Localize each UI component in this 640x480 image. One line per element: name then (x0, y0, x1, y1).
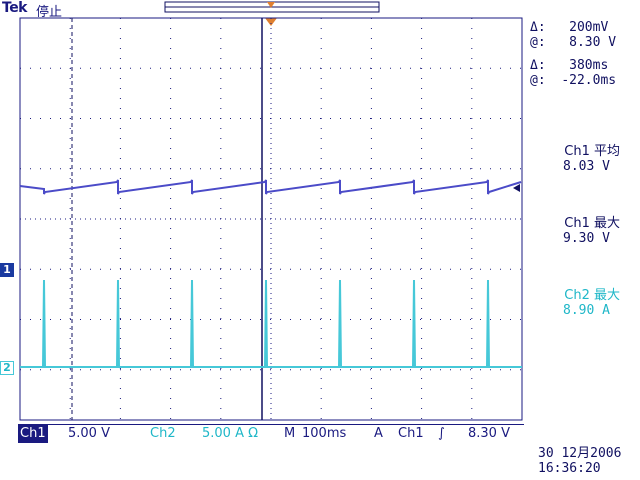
brand-logo: Tek (2, 0, 28, 16)
timebase-scale[interactable]: 100ms (302, 426, 347, 441)
delta-voltage-value: 200mV (569, 20, 609, 35)
measurement-label: Ch1 最大 (564, 216, 620, 231)
ch2-waveform (20, 279, 522, 368)
voltage-cursor-readout: Δ: 200mV @: 8.30 V (530, 20, 616, 50)
at-voltage-value: 8.30 V (569, 35, 617, 50)
measurement-ch1-max: Ch1 最大 9.30 V (522, 212, 638, 246)
measurement-value: 8.03 V (563, 159, 610, 174)
timebase-tag: M (284, 426, 296, 441)
ch1-tag[interactable]: Ch1 (18, 425, 48, 443)
measurement-ch1-mean: Ch1 平均 8.03 V (522, 140, 638, 174)
ch1-waveform (19, 179, 522, 195)
trigger-tag: A (374, 426, 383, 441)
trigger-level-arrow[interactable] (513, 184, 520, 192)
at-time-symbol: @: (530, 73, 546, 88)
timestamp: 30 12月2006 16:36:20 (538, 446, 621, 476)
settings-bar: Ch1 5.00 V Ch2 5.00 A Ω M 100ms A Ch1 ∫ … (18, 424, 524, 443)
ch2-scale[interactable]: 5.00 A Ω (202, 426, 259, 441)
date-text: 30 12月2006 (538, 446, 622, 461)
at-time-value: -22.0ms (561, 73, 617, 88)
measurement-ch2-max: Ch2 最大 8.90 A (522, 284, 638, 318)
ch1-marker-label: 1 (3, 263, 11, 276)
measurement-value: 8.90 A (563, 303, 610, 318)
top-status-bar: Tek 停止 (0, 0, 640, 20)
ch2-marker-label: 2 (3, 361, 11, 374)
record-length-indicator (164, 1, 380, 13)
ch2-tag[interactable]: Ch2 (150, 426, 176, 441)
delta-voltage-symbol: Δ: (530, 20, 546, 35)
ch1-ground-marker[interactable]: 1 (0, 263, 14, 277)
at-voltage-symbol: @: (530, 35, 546, 50)
measurement-value: 9.30 V (563, 231, 610, 246)
trigger-position-marker[interactable] (265, 18, 277, 26)
graticule-grid (20, 18, 522, 420)
measurement-label: Ch1 平均 (564, 144, 620, 159)
trigger-slope-icon[interactable]: ∫ (438, 426, 445, 441)
delta-time-value: 380ms (569, 58, 609, 73)
measurement-label: Ch2 最大 (564, 288, 620, 303)
time-text: 16:36:20 (538, 461, 601, 476)
acquisition-status: 停止 (36, 5, 63, 20)
ch1-scale[interactable]: 5.00 V (68, 426, 110, 441)
ch2-ground-marker[interactable]: 2 (0, 361, 14, 375)
trigger-source[interactable]: Ch1 (398, 426, 424, 441)
time-cursor-readout: Δ: 380ms @: -22.0ms (530, 58, 616, 88)
delta-time-symbol: Δ: (530, 58, 546, 73)
trigger-level[interactable]: 8.30 V (468, 426, 510, 441)
